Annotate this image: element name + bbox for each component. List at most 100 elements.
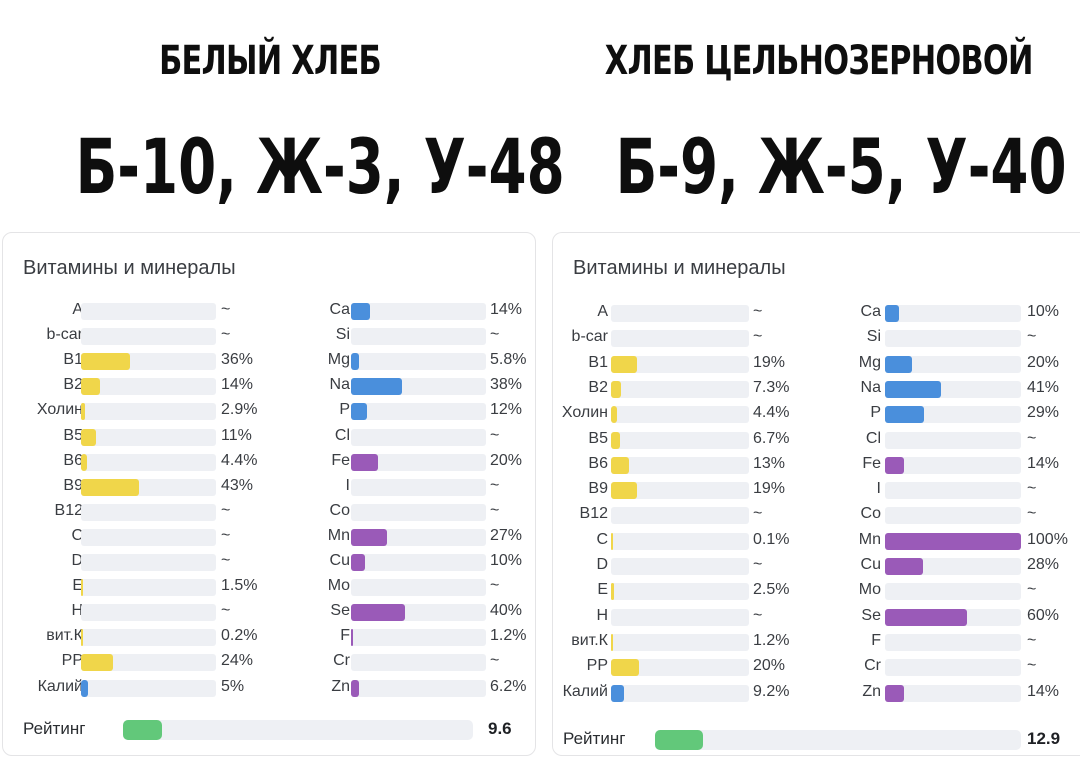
nutrient-label: Se [330, 602, 350, 620]
nutrient-row: Холин 4.4% [553, 403, 1080, 425]
nutrient-label: H [71, 602, 83, 620]
nutrient-row: Mg 5.8% [3, 350, 535, 372]
nutrient-bar-fill [351, 604, 405, 622]
nutrient-value: 5.8% [490, 351, 527, 369]
nutrient-label: Fe [862, 454, 881, 472]
nutrient-bar-fill [885, 380, 941, 398]
nutrient-bar-track [611, 684, 749, 702]
nutrient-row: Cu 28% [553, 555, 1080, 577]
nutrient-value: 12% [490, 401, 523, 419]
nutrient-row: PP 24% [3, 651, 535, 673]
nutrient-row: Калий 9.2% [553, 682, 1080, 704]
nutrient-bar-track [81, 428, 216, 446]
nutrient-bar-track [885, 608, 1021, 626]
nutrient-bar-fill [81, 428, 96, 446]
nutrient-row: вит.К 0.2% [3, 626, 535, 648]
nutrient-bar-fill [611, 482, 638, 500]
nutrient-bar-fill [81, 629, 83, 647]
nutrient-bar-track [81, 679, 216, 697]
nutrient-label: вит.К [46, 627, 83, 645]
nutrient-bar-track [351, 579, 486, 597]
nutrient-row: B12 ~ [3, 501, 535, 523]
nutrient-value: 20% [1027, 353, 1060, 371]
nutrient-row: PP 20% [553, 656, 1080, 678]
nutrient-row: Fe 20% [3, 451, 535, 473]
nutrient-row: E 1.5% [3, 576, 535, 598]
nutrient-bar-track [611, 431, 749, 449]
nutrient-row: Co ~ [553, 504, 1080, 526]
nutrient-label: B2 [63, 376, 83, 394]
nutrient-value: 4.4% [753, 404, 790, 422]
nutrient-bar-track [351, 503, 486, 521]
nutrient-label: Mn [327, 526, 350, 544]
nutrient-row: B5 6.7% [553, 429, 1080, 451]
nutrient-label: Se [861, 606, 881, 624]
nutrient-bar-fill [351, 403, 368, 421]
nutrient-bar-track [351, 453, 486, 471]
nutrient-label: PP [586, 657, 608, 675]
nutrient-bar-track [885, 482, 1021, 500]
nutrient-bar-fill [351, 554, 365, 571]
nutrient-bar-track [81, 453, 216, 471]
nutrient-value: 20% [753, 657, 786, 675]
nutrient-value: 43% [221, 476, 254, 494]
nutrient-label: Si [866, 328, 881, 346]
nutrient-bar-track [81, 303, 216, 320]
nutrient-bar-fill [611, 406, 618, 424]
nutrient-bar-track [611, 507, 749, 525]
nutrient-bar-fill [351, 353, 359, 371]
nutrient-row: B2 7.3% [553, 378, 1080, 400]
nutrient-label: P [870, 404, 881, 422]
nutrient-value: 6.7% [753, 429, 790, 447]
nutrient-label: Zn [331, 677, 350, 695]
nutrient-value: ~ [1027, 328, 1037, 346]
nutrient-bar-track [351, 378, 486, 396]
nutrient-label: B6 [63, 451, 83, 469]
rating-bar-fill [123, 720, 162, 740]
panel-title: БЕЛЫЙ ХЛЕБ [159, 38, 382, 84]
nutrient-bar-fill [81, 478, 140, 496]
nutrient-label: b-car [46, 326, 83, 344]
nutrient-value: 9.2% [753, 682, 790, 700]
nutrient-label: Fe [331, 451, 350, 469]
nutrient-label: Cu [329, 552, 350, 569]
nutrient-row: Fe 14% [553, 454, 1080, 476]
nutrient-bar-track [351, 654, 486, 672]
nutrient-bar-track [611, 456, 749, 474]
nutrient-value: 0.1% [753, 530, 790, 548]
rating-bar-track [655, 730, 1021, 750]
nutrient-value: 0.2% [221, 627, 258, 645]
nutrient-bar-fill [81, 654, 114, 672]
nutrient-label: Ca [329, 301, 350, 318]
nutrient-bar-fill [885, 558, 924, 575]
nutrient-bar-fill [351, 629, 353, 647]
nutrient-row: C ~ [3, 526, 535, 548]
nutrient-row: P 12% [3, 400, 535, 422]
nutrient-row: Cu 10% [3, 551, 535, 573]
nutrient-row: B12 ~ [553, 504, 1080, 526]
nutrient-value: 100% [1027, 530, 1068, 548]
nutrient-bar-track [81, 604, 216, 622]
nutrient-value: 5% [221, 677, 245, 695]
nutrient-row: A ~ [553, 302, 1080, 324]
nutrient-bar-fill [885, 684, 905, 702]
nutrient-label: F [871, 631, 881, 649]
nutrient-value: ~ [221, 301, 231, 318]
nutrient-value: 41% [1027, 378, 1060, 396]
nutrient-bar-track [351, 303, 486, 320]
nutrient-value: 10% [490, 552, 523, 569]
nutrient-row: F 1.2% [3, 626, 535, 648]
nutrient-bar-fill [351, 679, 360, 697]
nutrient-label: B12 [579, 505, 608, 523]
nutrient-label: H [596, 606, 608, 624]
nutrient-label: B6 [588, 454, 608, 472]
nutrient-label: E [72, 577, 83, 595]
nutrient-value: 14% [1027, 682, 1060, 700]
nutrient-bar-track [885, 305, 1021, 322]
nutrient-label: C [596, 530, 608, 548]
nutrient-bar-track [885, 355, 1021, 373]
nutrient-value: ~ [753, 303, 763, 320]
nutrient-row: Se 60% [553, 606, 1080, 628]
nutrient-bar-fill [885, 355, 913, 373]
nutrient-row: Zn 14% [553, 682, 1080, 704]
